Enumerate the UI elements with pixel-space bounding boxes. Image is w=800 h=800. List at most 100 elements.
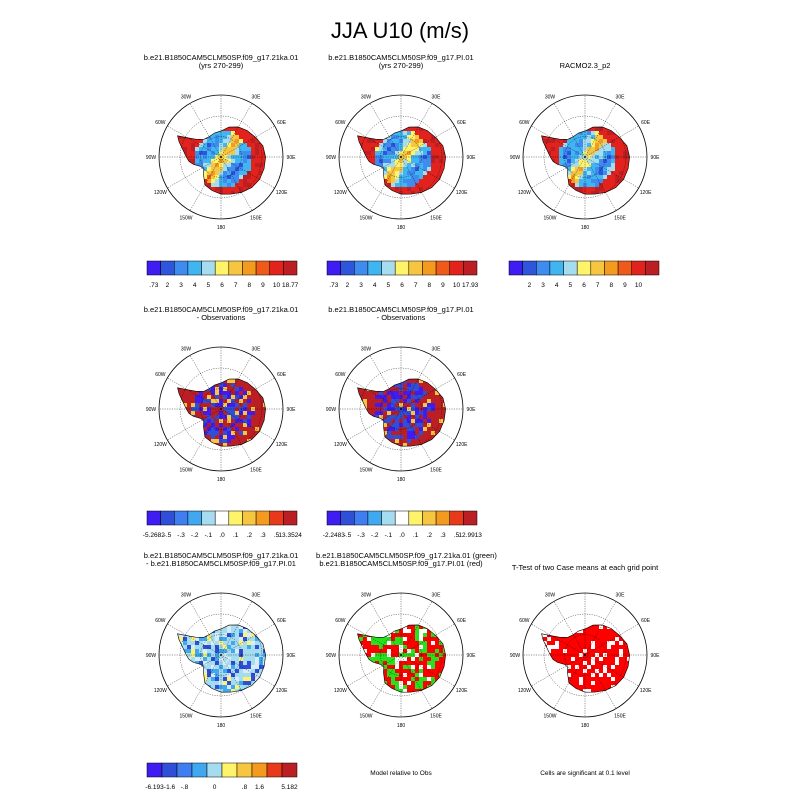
panel-case1-minus-case2: b.e21.B1850CAM5CLM50SP.f09_g17.21ka.01 -… (136, 552, 306, 792)
colorbar-box (221, 762, 238, 778)
meridian-line (369, 355, 402, 410)
colorbar-box (340, 510, 355, 526)
colorbar-label: 13.3524 (278, 532, 302, 539)
longitude-label: 60W (335, 618, 346, 624)
colorbar-label: .1 (232, 532, 239, 539)
longitude-label: 150W (543, 216, 556, 222)
colorbar-label: .3 (440, 532, 446, 539)
colorbar-label: 4 (192, 282, 197, 289)
longitude-label: 30W (361, 592, 372, 598)
panel-caption: Model relative to Obs (370, 770, 432, 777)
meridian-line (220, 408, 275, 441)
longitude-label: 90E (287, 155, 297, 161)
polar-map: 30W 30E 60W 60E 90W 90E 120W 120E 150W 150E 180 (326, 346, 476, 483)
coastline (541, 126, 630, 195)
colorbar-box (394, 510, 410, 526)
meridian-line (531, 654, 586, 687)
meridian-line (347, 654, 402, 687)
panel-title-line: b.e21.B1850CAM5CLM50SP.f09_g17.PI.01 (328, 305, 474, 314)
meridian-line (189, 103, 222, 158)
meridian-line (584, 654, 617, 709)
colorbar-label: .73 (149, 282, 159, 289)
longitude-label: 30E (432, 94, 442, 100)
panel-title-line: - Observations (376, 313, 426, 322)
latitude-circle (380, 634, 422, 676)
longitude-label: 150E (430, 468, 442, 474)
colorbar-label: 10 (272, 282, 281, 289)
colorbar-box (645, 260, 660, 276)
panel-title: T-Test of two Case means at each grid po… (500, 564, 670, 572)
coastline (177, 378, 266, 447)
colorbar-box (146, 260, 161, 276)
colorbar-box (255, 510, 270, 526)
colorbar-label: 0 (212, 784, 217, 791)
colorbar-box (549, 260, 564, 276)
longitude-label: 30W (545, 592, 556, 598)
panel-title-line: T-Test of two Case means at each grid po… (511, 563, 659, 572)
meridian-line (584, 156, 617, 211)
colorbar-box (617, 260, 632, 276)
colorbar: .73 2 3 4 5 6 7 8 9 10 17.93 (326, 260, 478, 291)
colorbar-label: 7 (413, 282, 418, 289)
longitude-label: 180 (397, 225, 406, 231)
longitude-label: 90E (651, 155, 661, 161)
panel-title-line: - Observations (196, 313, 246, 322)
colorbar-box (281, 762, 298, 778)
polar-map: 30W 30E 60W 60E 90W 90E 120W 120E 150W 150E 180 (146, 346, 296, 483)
longitude-label: 30E (616, 94, 626, 100)
longitude-label: 120W (154, 442, 167, 448)
longitude-label: 150W (359, 468, 372, 474)
latitude-circle (200, 634, 242, 676)
colorbar-label: 17.93 (462, 282, 479, 289)
longitude-label: 90W (146, 653, 157, 659)
map-frame (338, 346, 464, 472)
meridian-line (531, 156, 586, 189)
meridian-line (553, 601, 586, 656)
colorbar-labels: .73 2 3 4 5 6 7 8 9 10 18.77 (146, 281, 298, 291)
colorbar-box (283, 260, 298, 276)
colorbar-label: .1 (412, 532, 419, 539)
longitude-label: 60E (457, 120, 467, 126)
longitude-label: 120E (456, 688, 468, 694)
meridian-line (220, 156, 253, 211)
colorbar-box (187, 510, 202, 526)
colorbar-box (242, 260, 257, 276)
colorbar-box (508, 260, 523, 276)
colorbar-labels: .73 2 3 4 5 6 7 8 9 10 17.93 (326, 281, 478, 291)
longitude-label: 120W (334, 688, 347, 694)
meridian-line (220, 103, 253, 158)
colorbar-box (146, 510, 161, 526)
longitude-label: 150E (250, 468, 262, 474)
colorbar-boxes (146, 762, 298, 778)
colorbar-label: 7 (595, 282, 600, 289)
colorbar-box (631, 260, 646, 276)
longitude-label: 120E (640, 190, 652, 196)
meridian-line (220, 156, 275, 189)
colorbar: 2 3 4 5 6 7 8 9 10 (508, 260, 660, 291)
longitude-label: 150E (250, 714, 262, 720)
meridian-line (220, 408, 253, 463)
colorbar-label: -.8 (180, 784, 189, 791)
colorbar-box (463, 510, 478, 526)
meridian-line (189, 601, 222, 656)
colorbar-boxes (146, 510, 298, 526)
longitude-label: 180 (217, 477, 226, 483)
colorbar-label: 3 (359, 282, 363, 289)
panel-caption: Cells are significant at 0.1 level (540, 770, 630, 777)
colorbar-label: 2 (345, 282, 350, 289)
colorbar-label: 10 (452, 282, 461, 289)
colorbar-box (214, 260, 230, 276)
colorbar-box (255, 260, 270, 276)
colorbar-box (160, 260, 175, 276)
meridian-line (400, 654, 433, 709)
colorbar-box (522, 260, 537, 276)
polar-map: 30W 30E 60W 60E 90W 90E 120W 120E 150W 150E 180 (146, 592, 296, 729)
panel-title-line: (yrs 270-299) (378, 61, 424, 70)
colorbar-label: -.2 (190, 532, 199, 539)
meridian-line (400, 408, 433, 463)
colorbar-label: .73 (329, 282, 339, 289)
colorbar-box (160, 510, 175, 526)
longitude-label: 90W (510, 653, 521, 659)
longitude-label: 90E (651, 653, 661, 659)
polar-map: 30W 30E 60W 60E 90W 90E 120W 120E 150W 150E 180 (510, 94, 661, 231)
